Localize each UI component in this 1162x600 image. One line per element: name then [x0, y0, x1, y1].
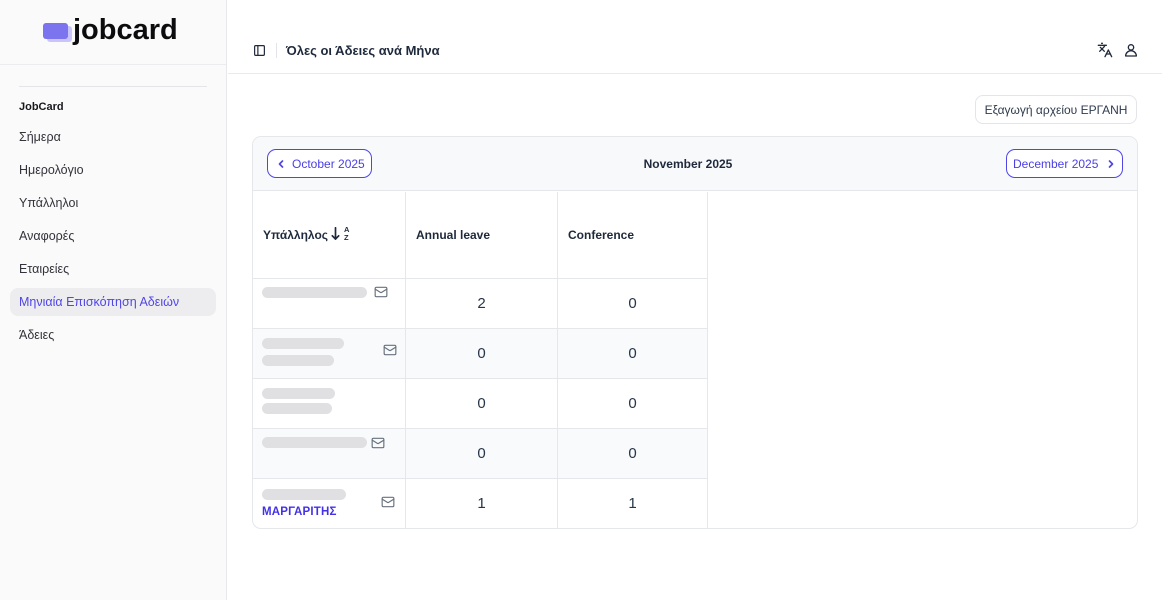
svg-text:A: A [344, 227, 350, 234]
svg-text:Z: Z [344, 233, 349, 242]
